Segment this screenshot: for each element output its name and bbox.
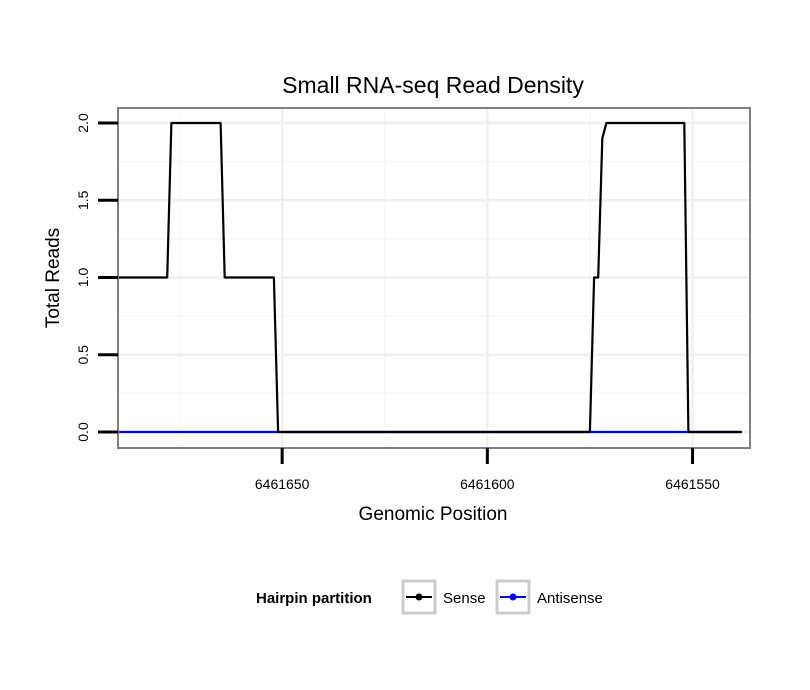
y-tick-label: 2.0 <box>75 113 91 133</box>
legend-label-antisense: Antisense <box>537 590 603 607</box>
y-tick-label: 0.0 <box>75 422 91 442</box>
legend-item-antisense[interactable]: Antisense <box>495 579 603 615</box>
y-axis: 0.0 0.5 1.0 1.5 2.0 <box>75 113 118 442</box>
x-axis-title: Genomic Position <box>359 504 508 525</box>
y-tick-label: 1.5 <box>75 190 91 210</box>
legend-item-sense[interactable]: Sense <box>401 579 486 615</box>
x-tick-label: 6461650 <box>255 476 310 492</box>
plot-area <box>117 107 751 449</box>
legend-key-antisense <box>495 579 531 615</box>
y-tick-label: 0.5 <box>75 345 91 365</box>
y-tick-label: 1.0 <box>75 268 91 288</box>
x-axis: 6461650 6461600 6461550 <box>255 448 720 492</box>
legend-point-sense <box>415 593 423 601</box>
legend-point-antisense <box>509 593 517 601</box>
x-tick-label: 6461550 <box>665 476 720 492</box>
series-line-sense <box>118 121 742 434</box>
legend-label-sense: Sense <box>443 590 486 607</box>
series-layer <box>118 121 742 434</box>
x-tick-label: 6461600 <box>460 476 515 492</box>
legend: Hairpin partition Sense Antisense <box>256 579 603 615</box>
legend-key-sense <box>401 579 437 615</box>
y-axis-title: Total Reads <box>43 228 64 328</box>
chart-title: Small RNA-seq Read Density <box>282 72 584 98</box>
legend-title: Hairpin partition <box>256 590 372 607</box>
